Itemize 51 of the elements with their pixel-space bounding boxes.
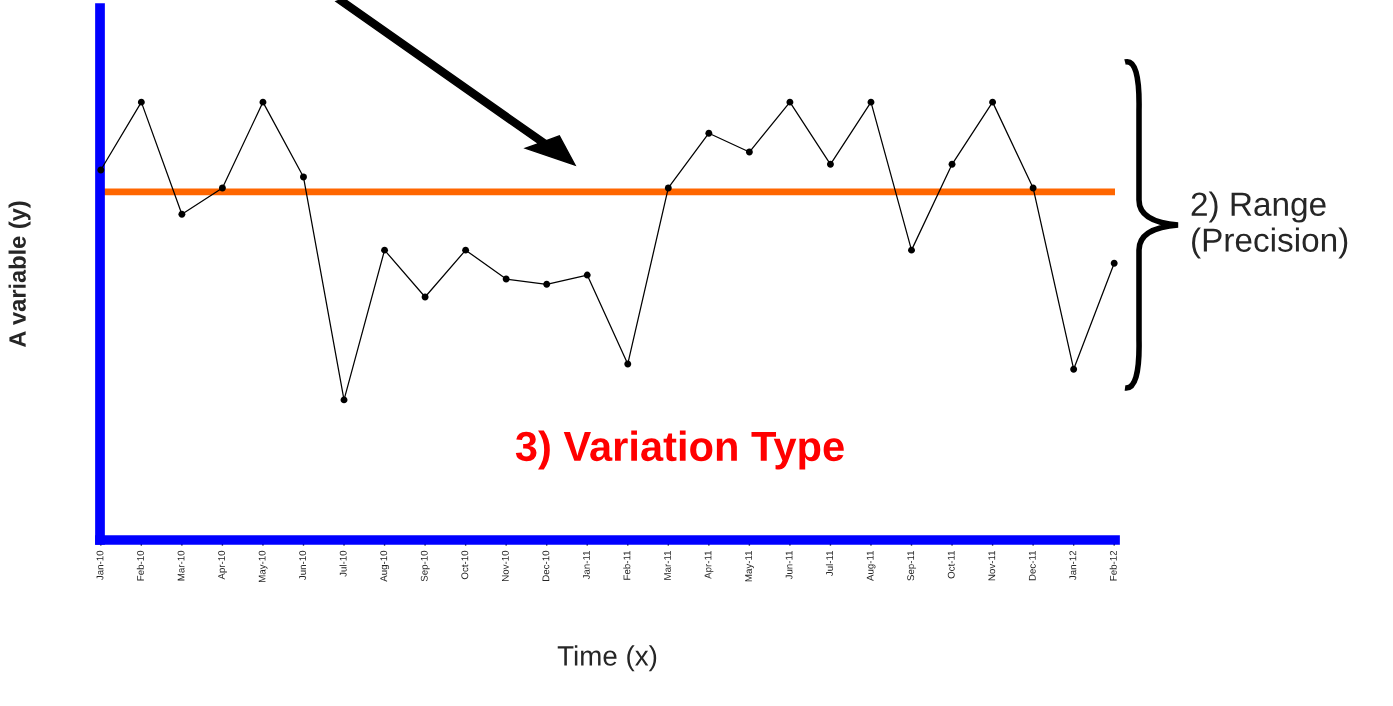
x-tick-label: Jul-11 [825,550,834,577]
point [300,173,307,181]
x-tick-label: Jan-10 [96,550,104,580]
point [745,148,753,156]
point [908,246,915,254]
x-tick-label: Mar-10 [177,550,185,581]
point [583,271,591,279]
x-tick-label: Jun-11 [785,550,793,580]
x-tick-label: Apr-11 [704,550,714,579]
x-tick-label: May-11 [745,550,754,582]
x-tick-label: Aug-10 [380,550,390,582]
x-tick-label: Dec-11 [1028,550,1036,581]
point [502,275,510,283]
point [826,160,834,168]
x-tick-label: Oct-11 [947,550,955,579]
x-tick-label: Oct-10 [461,550,469,580]
x-tick-label: Aug-11 [866,550,876,582]
x-tick-label: Sep-10 [420,550,430,582]
point [543,280,551,288]
point [948,160,956,168]
annotation: 3) Variation Type [515,430,844,470]
point [218,184,226,192]
point [381,246,389,254]
x-tick-label: Jul-10 [339,550,347,577]
point [97,166,105,174]
point [178,210,186,218]
x-tick-label: Nov-11 [988,550,996,581]
y-axis-title: A variable (y) [8,201,31,348]
x-tick-label: Jan-12 [1069,550,1077,580]
x-axis-title: Time (x) [557,645,657,672]
x-tick-label: Feb-10 [136,550,144,581]
point [786,98,794,106]
x-tick-label: Apr-10 [218,550,227,580]
x-tick-label: Feb-12 [1109,550,1117,581]
point [1070,365,1078,373]
x-tick-label: May-10 [258,550,268,583]
text: 2) Range (Precision) [1191,191,1348,259]
point [462,246,470,254]
x-tick-label: Sep-11 [907,550,917,581]
x-tick-label: Jan-11 [583,550,590,580]
point [1110,259,1118,267]
point [624,360,632,368]
point [664,184,672,192]
x-tick-label: Dec-10 [542,550,550,581]
x-tick-label: Feb-11 [623,550,631,580]
x-tick-label: Jun-10 [299,550,307,580]
x-tick-label: Nov-10 [501,550,509,581]
point [705,129,713,137]
point [989,98,997,106]
point [137,98,145,106]
x-tick-label: Mar-11 [664,550,671,580]
